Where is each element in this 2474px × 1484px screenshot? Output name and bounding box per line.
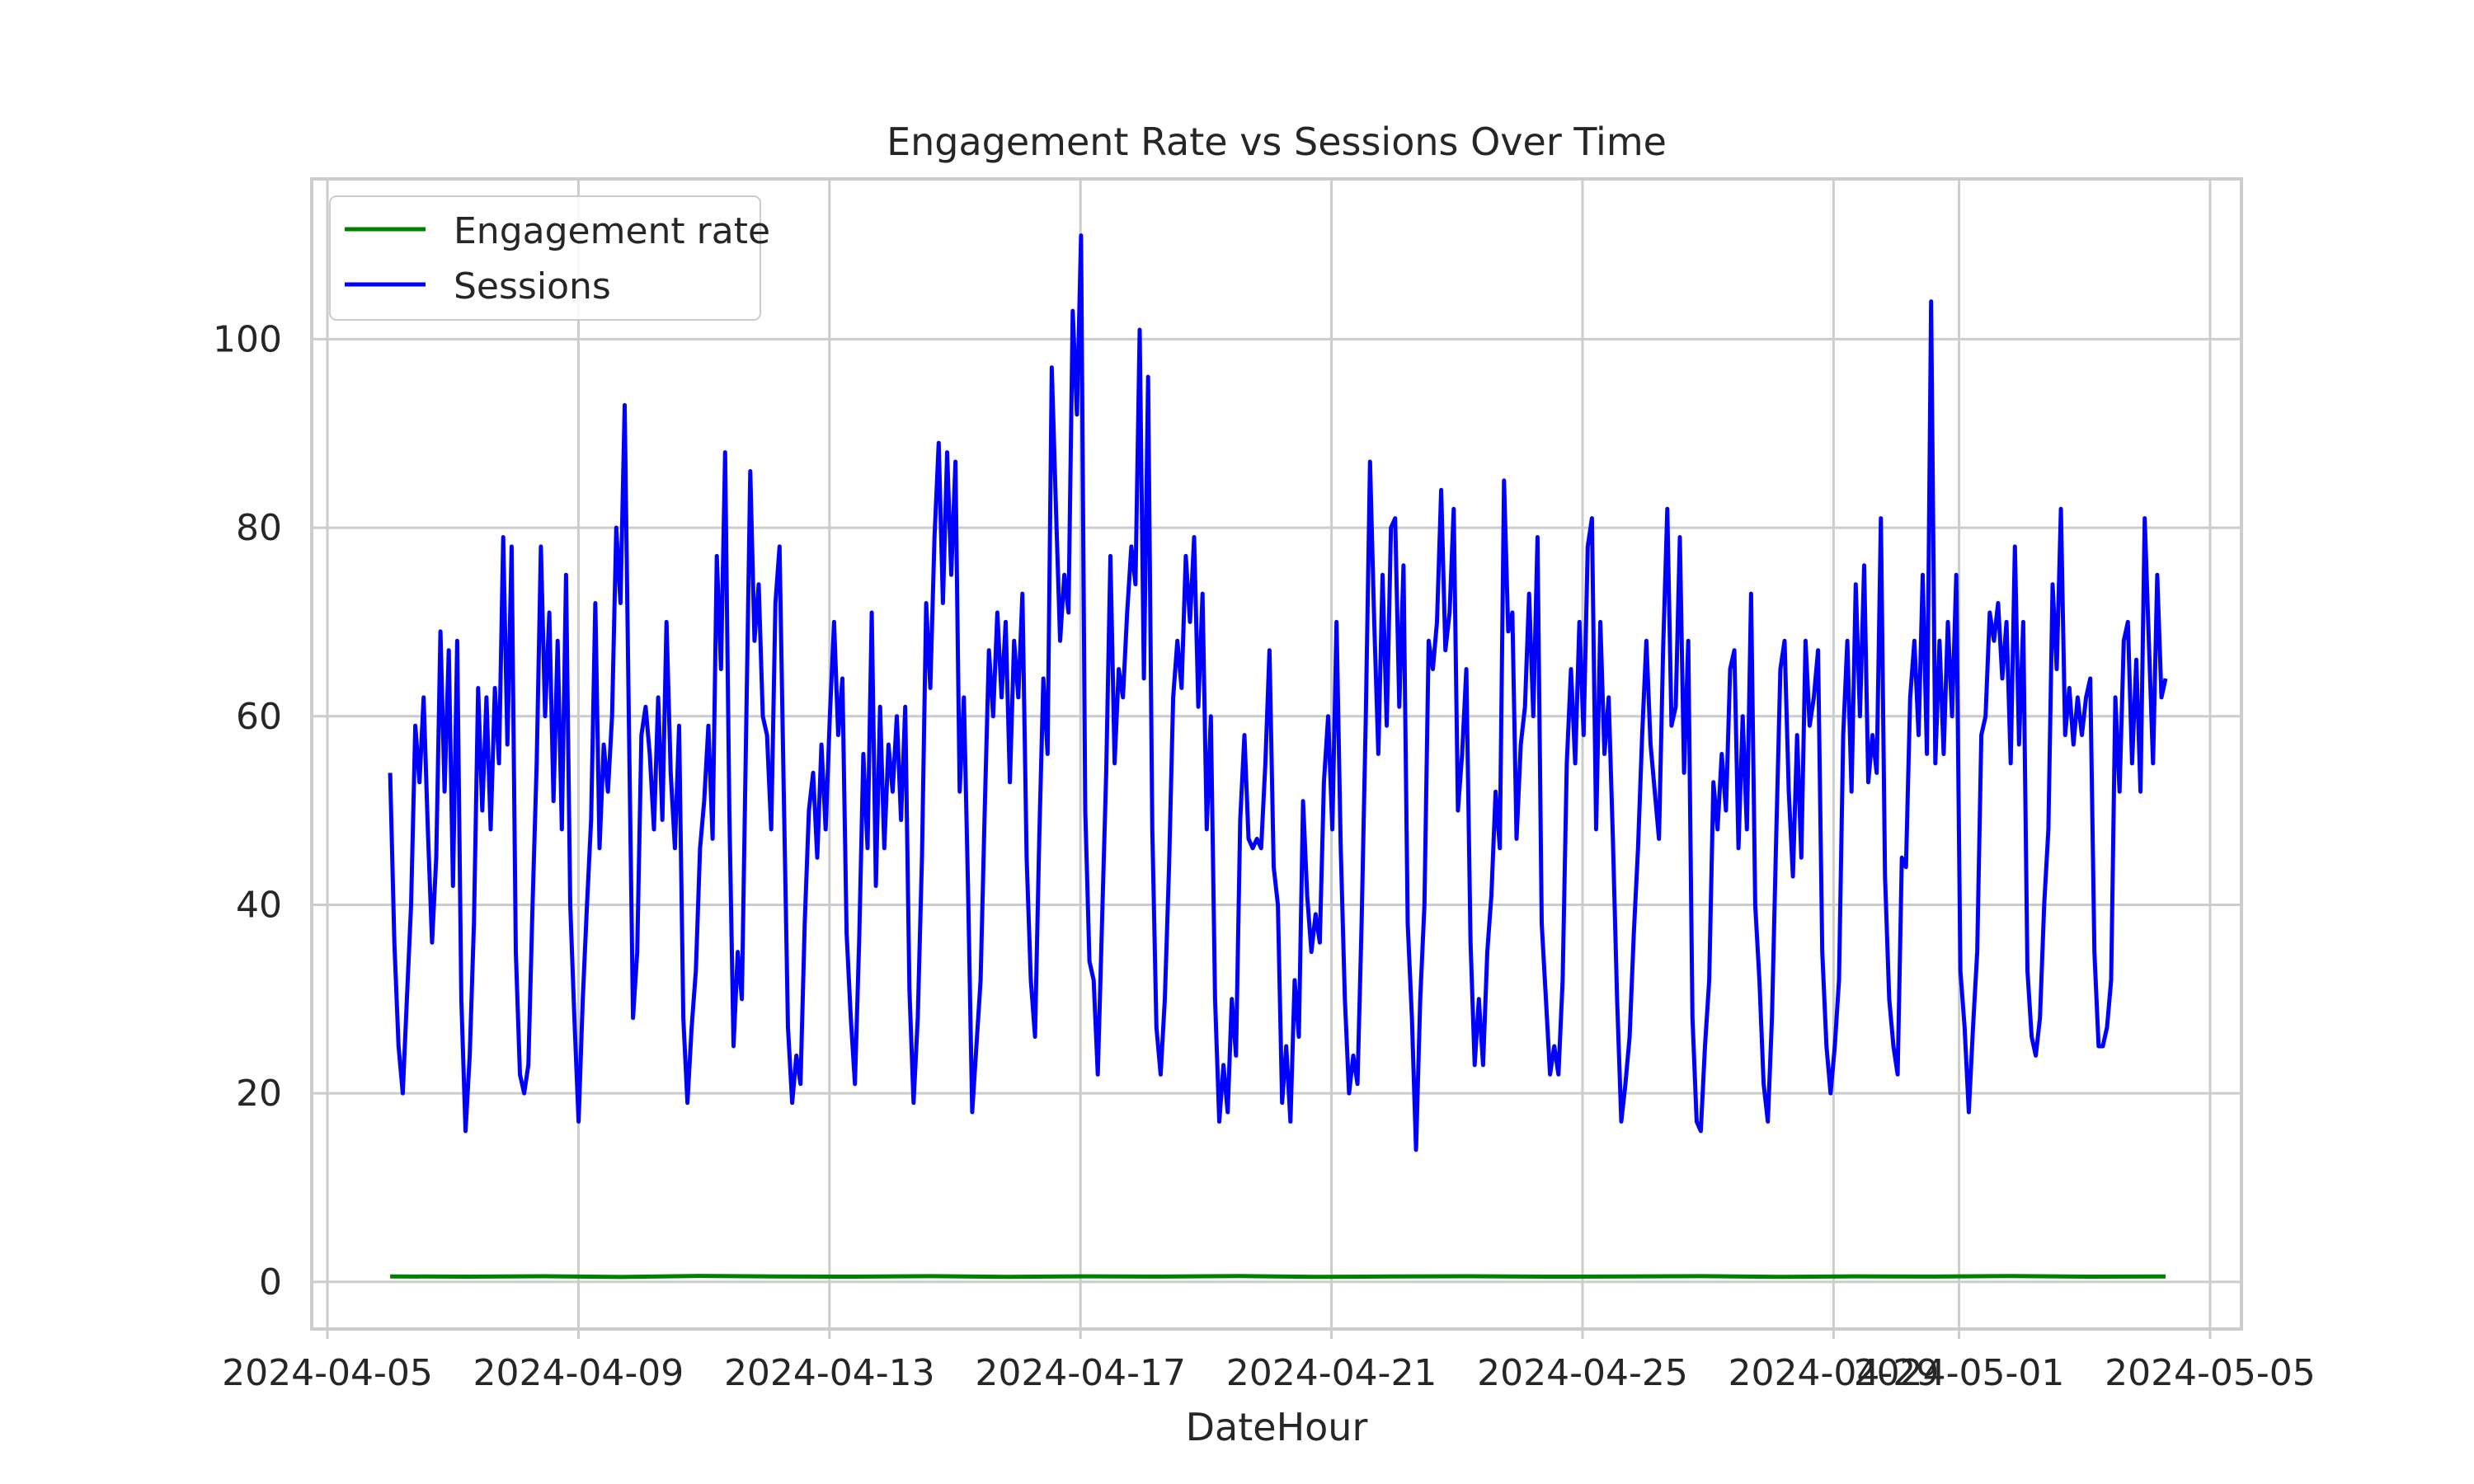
y-tick-label: 80 [236, 507, 282, 549]
y-tick-label: 20 [236, 1073, 282, 1115]
x-tick-label: 2024-04-21 [1226, 1352, 1437, 1394]
y-tick-label: 40 [236, 884, 282, 926]
series-lines [388, 233, 2168, 1280]
x-tick-label: 2024-04-29 [1729, 1352, 1940, 1394]
x-tick-label: 2024-04-09 [473, 1352, 684, 1394]
chart-title: Engagement Rate vs Sessions Over Time [887, 120, 1667, 164]
x-axis-label: DateHour [1186, 1405, 1368, 1449]
plot-area [310, 177, 2243, 1331]
y-tick-label: 60 [236, 696, 282, 738]
y-tick-label: 100 [213, 318, 282, 360]
x-tick-label: 2024-04-17 [975, 1352, 1186, 1394]
legend-label-sessions: Sessions [454, 265, 611, 308]
legend: Engagement rate Sessions [329, 195, 770, 321]
x-tick-label: 2024-04-05 [222, 1352, 433, 1394]
y-tick-labels: 0 20 40 60 80 100 [213, 318, 282, 1303]
x-tick-label: 2024-05-01 [1854, 1352, 2065, 1394]
legend-label-engagement-rate: Engagement rate [454, 210, 770, 252]
series-line-engagement-rate [390, 1274, 2166, 1280]
x-tick-label: 2024-04-13 [724, 1352, 935, 1394]
series-line-sessions [388, 233, 2168, 1153]
x-tick-labels: 2024-04-05 2024-04-09 2024-04-13 2024-04-17… [222, 1352, 2316, 1394]
y-tick-label: 0 [259, 1261, 282, 1303]
x-tick-label: 2024-05-05 [2105, 1352, 2316, 1394]
x-tick-label: 2024-04-25 [1477, 1352, 1688, 1394]
legend-box [329, 195, 761, 321]
